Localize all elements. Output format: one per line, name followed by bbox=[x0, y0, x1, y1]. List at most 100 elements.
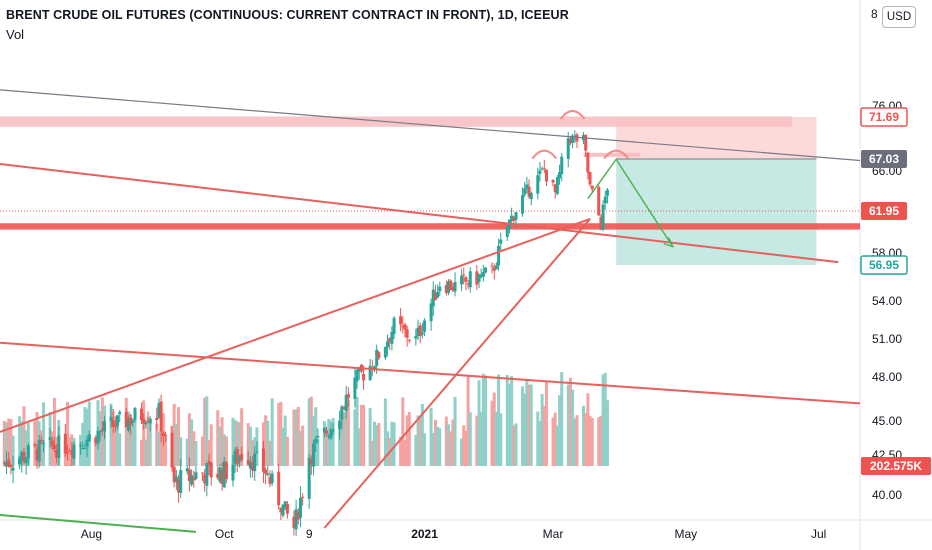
candle-body bbox=[266, 473, 270, 476]
candle-body bbox=[268, 476, 272, 484]
candle-body bbox=[81, 448, 85, 450]
volume-bar bbox=[5, 422, 9, 466]
candle-body bbox=[144, 422, 148, 425]
currency-button[interactable]: USD bbox=[882, 6, 916, 28]
candle-body bbox=[571, 135, 575, 143]
volume-bar bbox=[296, 406, 300, 466]
trendline-6 bbox=[0, 514, 197, 533]
volume-bar bbox=[277, 403, 281, 466]
candle-body bbox=[605, 189, 609, 196]
candle-body bbox=[405, 329, 409, 338]
volume-bar bbox=[372, 421, 376, 466]
volume-bar bbox=[558, 395, 562, 466]
candle-body bbox=[253, 453, 257, 472]
candle-body bbox=[7, 459, 11, 467]
volume-bar bbox=[118, 433, 122, 466]
volume-bar bbox=[362, 404, 366, 466]
candle-body bbox=[292, 516, 296, 529]
candle-body bbox=[584, 134, 588, 151]
volume-bar bbox=[22, 406, 26, 466]
candle-body bbox=[423, 320, 427, 332]
volume-bar bbox=[246, 423, 250, 466]
volume-indicator-label[interactable]: Vol bbox=[6, 27, 25, 42]
candle-body bbox=[590, 185, 594, 190]
projection-path bbox=[587, 158, 674, 248]
volume-bar bbox=[327, 419, 331, 466]
candle-body bbox=[98, 431, 102, 433]
candle-body bbox=[255, 451, 259, 453]
candle-body bbox=[9, 465, 13, 468]
candle-body bbox=[42, 442, 46, 445]
trendline-2 bbox=[0, 163, 839, 264]
candle-body bbox=[264, 469, 268, 474]
volume-bar bbox=[603, 372, 607, 466]
candle-body bbox=[586, 152, 590, 173]
time-tick-label: Oct bbox=[215, 527, 234, 541]
volume-bar bbox=[52, 397, 56, 466]
volume-bar bbox=[423, 433, 427, 466]
candle-body bbox=[466, 283, 470, 285]
chart-legend: BRENT CRUDE OIL FUTURES (CONTINUOUS: CUR… bbox=[6, 8, 569, 42]
volume-bar bbox=[429, 407, 433, 466]
candle-body bbox=[368, 365, 372, 381]
volume-bar bbox=[187, 413, 191, 466]
volume-bar bbox=[405, 415, 409, 466]
volume-bar bbox=[477, 380, 481, 466]
volume-bar bbox=[399, 436, 403, 466]
resistance-band bbox=[0, 116, 792, 127]
price-tick-label: 51.00 bbox=[872, 332, 902, 346]
candle-body bbox=[514, 212, 518, 220]
volume-bar bbox=[224, 436, 228, 466]
volume-bar bbox=[231, 417, 235, 466]
volume-bar bbox=[464, 430, 468, 466]
volume-bar bbox=[466, 376, 470, 466]
volume-bar bbox=[527, 384, 531, 466]
candle-body bbox=[218, 467, 222, 482]
volume-bar bbox=[68, 437, 72, 466]
volume-bar bbox=[140, 439, 144, 466]
price-tick-label-top: 8 bbox=[871, 7, 878, 21]
volume-bar bbox=[285, 436, 289, 466]
candle-body bbox=[355, 369, 359, 382]
candle-body bbox=[85, 439, 89, 447]
candle-body bbox=[26, 445, 30, 459]
volume-bar bbox=[507, 383, 511, 466]
volume-bar bbox=[113, 421, 117, 466]
volume-bar bbox=[403, 439, 407, 466]
volume-bar bbox=[529, 384, 533, 466]
candle-body bbox=[70, 450, 74, 456]
candle-body bbox=[497, 245, 501, 266]
candle-body bbox=[205, 463, 209, 486]
volume-bar bbox=[307, 398, 311, 466]
candle-body bbox=[248, 461, 252, 469]
volume-bar bbox=[190, 419, 194, 466]
volume-bar bbox=[292, 409, 296, 466]
candle-body bbox=[553, 184, 557, 193]
candle-body bbox=[346, 393, 350, 399]
volume-bar bbox=[390, 421, 394, 466]
candle-body bbox=[527, 186, 531, 197]
volume-bar bbox=[298, 430, 302, 466]
volume-bar bbox=[142, 400, 146, 466]
candle-body bbox=[294, 509, 298, 530]
volume-bar bbox=[512, 425, 516, 466]
candle-body bbox=[179, 470, 183, 493]
candle-body bbox=[521, 195, 525, 214]
volume-bar bbox=[42, 402, 46, 466]
volume-bar bbox=[494, 411, 498, 466]
price-label-text: 202.575K bbox=[870, 459, 922, 473]
price-label-text: 67.03 bbox=[869, 152, 899, 166]
volume-bar bbox=[185, 438, 189, 466]
volume-bar bbox=[309, 396, 313, 466]
volume-bar bbox=[355, 397, 359, 466]
candle-body bbox=[185, 468, 189, 472]
candle-body bbox=[100, 428, 104, 431]
time-axis-labels: Aug Oct 9 2021 Mar May Jul bbox=[81, 527, 827, 541]
candle-body bbox=[224, 462, 228, 480]
volume-bar bbox=[220, 417, 224, 466]
volume-bar bbox=[581, 405, 585, 466]
candle-body bbox=[357, 367, 361, 372]
volume-bar bbox=[163, 435, 167, 466]
volume-bar bbox=[301, 425, 305, 466]
